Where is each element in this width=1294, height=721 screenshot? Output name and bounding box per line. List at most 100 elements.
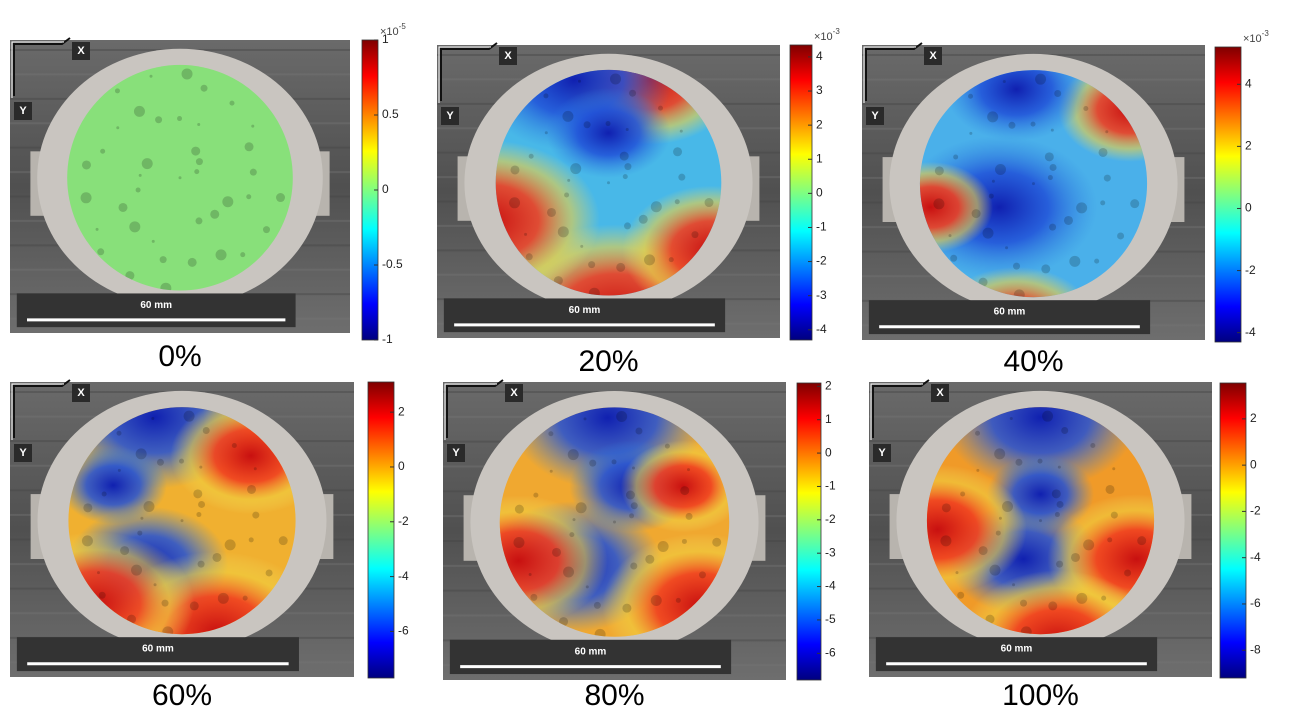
pore	[987, 111, 998, 122]
pore	[629, 90, 636, 97]
pore	[129, 221, 140, 232]
pore	[530, 594, 537, 601]
pore	[193, 489, 202, 498]
pore	[188, 258, 197, 267]
colorbar-tick-label: -4	[398, 569, 409, 583]
pore	[1002, 501, 1013, 512]
pore	[1055, 512, 1060, 517]
pore	[563, 567, 574, 578]
exponent-base: ×10	[380, 26, 399, 38]
colorbar-tick-label: 0	[398, 459, 405, 473]
pore	[1137, 536, 1146, 545]
pore	[194, 169, 199, 174]
pore	[1008, 122, 1015, 129]
pore	[545, 131, 548, 134]
pore	[515, 505, 524, 514]
pore	[179, 176, 182, 179]
pore	[960, 491, 965, 496]
pore	[182, 68, 193, 79]
axis-x-label: X	[936, 387, 944, 399]
pore	[635, 428, 642, 435]
pore	[676, 598, 681, 603]
pore	[177, 116, 182, 121]
pore	[116, 126, 119, 129]
caption: 60%	[152, 679, 212, 712]
pore	[266, 569, 273, 576]
pore	[623, 174, 628, 179]
pore	[624, 163, 631, 170]
pore	[658, 106, 663, 111]
pore	[134, 106, 145, 117]
axis-x-label: X	[510, 387, 518, 399]
pore	[578, 80, 581, 83]
caption: 100%	[1002, 679, 1079, 712]
pore	[1012, 583, 1015, 586]
colorbar-tick-label: -2	[816, 254, 827, 268]
pore	[97, 571, 100, 574]
scale-label: 60 mm	[140, 300, 172, 311]
pore	[616, 411, 627, 422]
pore	[558, 226, 569, 237]
colorbar-tick-label: -5	[825, 612, 836, 626]
pore	[989, 194, 994, 199]
pore	[1032, 182, 1035, 185]
pore	[999, 517, 1002, 520]
pore	[622, 604, 631, 613]
pore	[201, 85, 208, 92]
pore	[1041, 264, 1050, 273]
pore	[1094, 259, 1099, 264]
pore	[935, 166, 944, 175]
colorbar-tick-label: 1	[816, 151, 823, 165]
pore	[157, 459, 164, 466]
pore	[1005, 246, 1008, 249]
colorbar-tick-label: -3	[816, 288, 827, 302]
pore	[1038, 459, 1043, 464]
pore	[136, 188, 141, 193]
colorbar-exponent: ×10-3	[1243, 29, 1269, 45]
pore	[229, 101, 234, 106]
pore	[529, 154, 534, 159]
pore	[584, 121, 591, 128]
colorbar-tick-label: 0	[825, 445, 832, 459]
pore	[162, 600, 169, 607]
pore	[83, 503, 92, 512]
colorbar-tick-label: 2	[398, 404, 405, 418]
pore	[136, 448, 147, 459]
pore	[140, 517, 143, 520]
pore	[1100, 200, 1105, 205]
pore	[573, 518, 576, 521]
pore	[131, 565, 142, 576]
pore	[225, 539, 236, 550]
pore	[199, 466, 202, 469]
strain-blob	[546, 88, 671, 178]
pore	[626, 490, 635, 499]
pore	[1061, 427, 1068, 434]
scale-label: 60 mm	[994, 307, 1026, 318]
pore	[203, 427, 210, 434]
pore	[251, 125, 254, 128]
colorbar-exponent: ×10-3	[814, 27, 840, 43]
pore	[584, 417, 587, 420]
colorbar-tick-label: -4	[816, 322, 827, 336]
pore	[82, 160, 91, 169]
pore	[179, 459, 184, 464]
colorbar-tick-label: -6	[398, 624, 409, 638]
axis-y-label: Y	[452, 447, 460, 459]
pore	[526, 253, 533, 260]
pore	[567, 179, 570, 182]
pore	[1015, 459, 1022, 466]
pore	[639, 215, 648, 224]
pore	[953, 154, 958, 159]
pore	[1106, 485, 1115, 494]
pore	[139, 174, 142, 177]
axis-x-label: X	[77, 45, 85, 57]
colorbar-tick-label: 2	[1245, 139, 1252, 153]
pore	[686, 513, 693, 520]
pore	[1020, 600, 1027, 607]
pore	[644, 254, 655, 265]
colorbar-tick-label: 2	[825, 379, 832, 393]
pore	[589, 460, 596, 467]
exponent-power: -5	[399, 22, 407, 31]
pore	[1057, 501, 1064, 508]
